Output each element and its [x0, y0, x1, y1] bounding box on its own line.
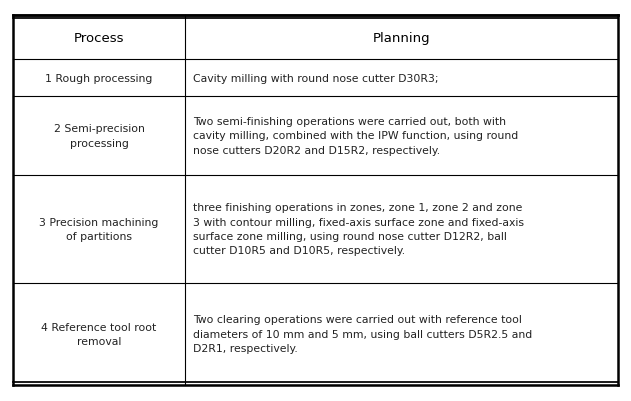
- Text: three finishing operations in zones, zone 1, zone 2 and zone
3 with contour mill: three finishing operations in zones, zon…: [193, 203, 524, 256]
- Text: 3 Precision machining
of partitions: 3 Precision machining of partitions: [39, 217, 158, 241]
- Text: Cavity milling with round nose cutter D30R3;: Cavity milling with round nose cutter D3…: [193, 73, 439, 83]
- Text: Planning: Planning: [373, 32, 430, 45]
- Text: Two clearing operations were carried out with reference tool
diameters of 10 mm : Two clearing operations were carried out…: [193, 315, 532, 353]
- Text: 4 Reference tool root
removal: 4 Reference tool root removal: [41, 322, 156, 346]
- Text: Process: Process: [74, 32, 124, 45]
- Text: Two semi-finishing operations were carried out, both with
cavity milling, combin: Two semi-finishing operations were carri…: [193, 117, 518, 156]
- Text: 2 Semi-precision
processing: 2 Semi-precision processing: [54, 124, 144, 148]
- Text: 1 Rough processing: 1 Rough processing: [45, 73, 153, 83]
